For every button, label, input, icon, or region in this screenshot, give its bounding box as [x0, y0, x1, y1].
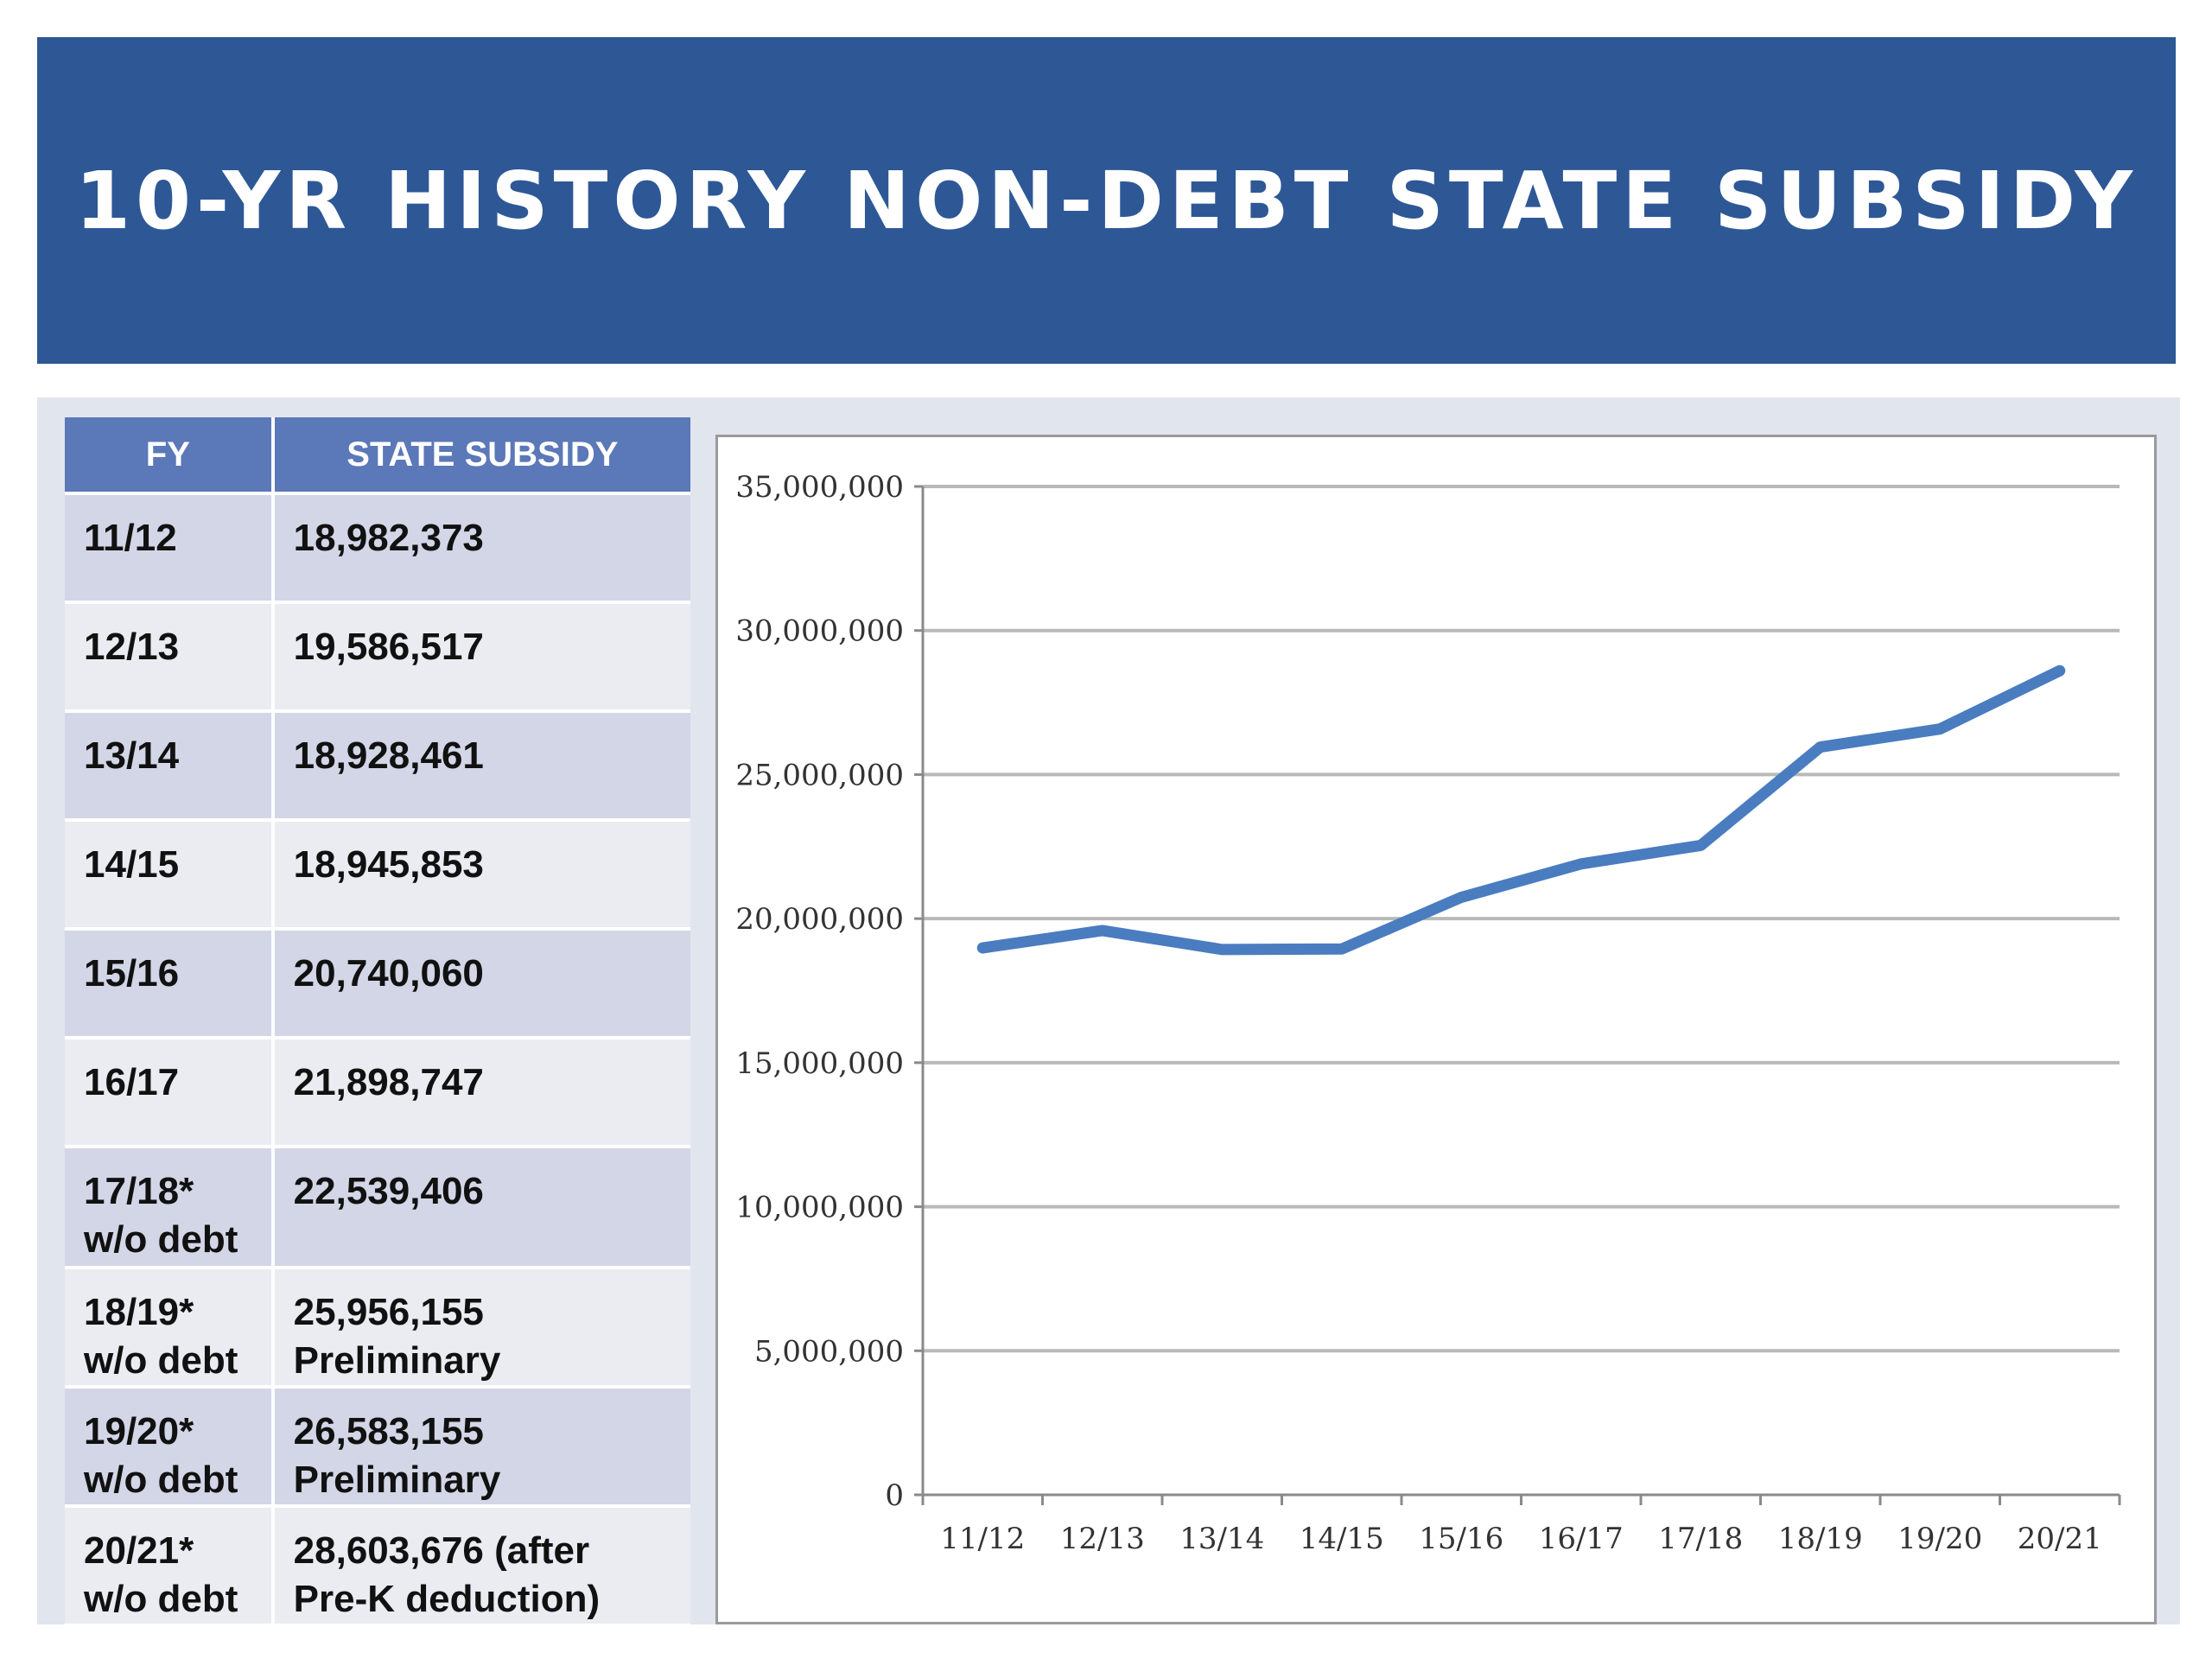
fy-text: 18/19*	[84, 1291, 194, 1333]
series-line	[976, 664, 2066, 956]
table-row: 20/21* w/o debt 28,603,676 (after Pre-K ded…	[65, 1508, 690, 1627]
subsidy-text: 26,583,155	[293, 1410, 484, 1452]
subsidy-cell: 19,586,517	[274, 604, 690, 713]
x-tick-label: 18/19	[1778, 1522, 1863, 1556]
subsidy-text: 19,586,517	[293, 626, 484, 668]
x-tick-label: 14/15	[1300, 1522, 1384, 1556]
subsidy-text: Preliminary	[293, 1339, 501, 1382]
subsidy-cell: 28,603,676 (after Pre-K deduction)	[274, 1508, 690, 1627]
fy-cell: 13/14	[65, 713, 275, 822]
fy-text: w/o debt	[84, 1459, 238, 1501]
subsidy-cell: 22,539,406	[274, 1148, 690, 1269]
title-banner: 10-YR HISTORY NON-DEBT STATE SUBSIDY	[37, 37, 2176, 364]
x-tick-label: 16/17	[1539, 1522, 1624, 1556]
subsidy-cell: 26,583,155 Preliminary	[274, 1389, 690, 1508]
subsidy-text: 20,740,060	[293, 952, 484, 995]
x-tick-label: 15/16	[1419, 1522, 1503, 1556]
table-header-row: FY STATE SUBSIDY	[65, 417, 690, 495]
subsidy-cell: 18,982,373	[274, 495, 690, 604]
data-point	[1460, 896, 1463, 899]
fy-text: 11/12	[84, 517, 177, 559]
subsidy-text: 18,982,373	[293, 517, 484, 559]
x-tick-label: 19/20	[1897, 1522, 1982, 1556]
subsidy-cell: 21,898,747	[274, 1039, 690, 1148]
column-header-state-subsidy: STATE SUBSIDY	[274, 417, 690, 495]
subsidy-text: 28,603,676 (after	[293, 1529, 590, 1572]
fy-text: 17/18*	[84, 1170, 194, 1212]
table-row: 11/12 18,982,373	[65, 495, 690, 604]
column-header-fy: FY	[65, 417, 275, 495]
fy-text: 15/16	[84, 952, 180, 995]
x-tick-label: 13/14	[1179, 1522, 1264, 1556]
data-point	[2058, 670, 2061, 672]
table-row: 16/17 21,898,747	[65, 1039, 690, 1148]
data-point	[1700, 844, 1702, 847]
subsidy-text: 18,945,853	[293, 843, 484, 886]
fy-cell: 15/16	[65, 931, 275, 1039]
fy-text: w/o debt	[84, 1578, 238, 1620]
subsidy-text: 21,898,747	[293, 1061, 484, 1103]
subsidy-text: 22,539,406	[293, 1170, 484, 1212]
fy-cell: 12/13	[65, 604, 275, 713]
fy-cell: 17/18* w/o debt	[65, 1148, 275, 1269]
x-tick-label: 17/18	[1658, 1522, 1743, 1556]
table-row: 14/15 18,945,853	[65, 822, 690, 931]
subsidy-text: 18,928,461	[293, 734, 484, 777]
chart-frame	[715, 435, 2157, 1624]
fy-text: w/o debt	[84, 1339, 238, 1382]
subsidy-cell: 18,928,461	[274, 713, 690, 822]
subsidy-text: Pre-K deduction)	[293, 1578, 601, 1620]
subsidy-cell: 25,956,155 Preliminary	[274, 1269, 690, 1389]
table-row: 18/19* w/o debt 25,956,155 Preliminary	[65, 1269, 690, 1389]
subsidy-table: FY STATE SUBSIDY 11/12 18,982,373 12/13 19,…	[65, 417, 690, 1627]
table-row: 19/20* w/o debt 26,583,155 Preliminary	[65, 1389, 690, 1508]
fy-text: 12/13	[84, 626, 180, 668]
data-point	[1580, 862, 1582, 865]
x-tick-label: 20/21	[2018, 1522, 2102, 1556]
fy-cell: 16/17	[65, 1039, 275, 1148]
data-point	[982, 947, 984, 950]
fy-cell: 18/19* w/o debt	[65, 1269, 275, 1389]
x-tick-label: 11/12	[940, 1522, 1025, 1556]
subsidy-line-chart: 0 5,000,000 10,000,000 15,000,000 20,000,000…	[735, 470, 2121, 1556]
y-tick-label: 5,000,000	[754, 1334, 904, 1369]
fy-text: 19/20*	[84, 1410, 194, 1452]
fy-cell: 19/20* w/o debt	[65, 1389, 275, 1508]
table-row: 13/14 18,928,461	[65, 713, 690, 822]
page-title: 10-YR HISTORY NON-DEBT STATE SUBSIDY	[74, 154, 2139, 247]
y-tick-label: 35,000,000	[735, 470, 904, 505]
y-tick-label: 15,000,000	[735, 1046, 904, 1081]
table-body: 11/12 18,982,373 12/13 19,586,517 13/14 18,92…	[65, 495, 690, 1627]
fy-cell: 20/21* w/o debt	[65, 1508, 275, 1627]
subsidy-text: Preliminary	[293, 1459, 501, 1501]
table-row: 15/16 20,740,060	[65, 931, 690, 1039]
table-row: 12/13 19,586,517	[65, 604, 690, 713]
y-tick-label: 30,000,000	[735, 614, 904, 649]
fy-cell: 11/12	[65, 495, 275, 604]
fy-text: w/o debt	[84, 1218, 238, 1261]
fy-text: 14/15	[84, 843, 180, 886]
y-tick-label: 20,000,000	[735, 902, 904, 937]
subsidy-cell: 18,945,853	[274, 822, 690, 931]
subsidy-text: 25,956,155	[293, 1291, 484, 1333]
y-tick-label: 0	[885, 1478, 904, 1513]
y-tick-label: 25,000,000	[735, 758, 904, 792]
fy-text: 16/17	[84, 1061, 180, 1103]
subsidy-cell: 20,740,060	[274, 931, 690, 1039]
data-point	[1101, 929, 1103, 931]
fy-text: 13/14	[84, 734, 180, 777]
data-point	[1939, 728, 1942, 730]
fy-text: 20/21*	[84, 1529, 194, 1572]
fy-cell: 14/15	[65, 822, 275, 931]
y-tick-label: 10,000,000	[735, 1191, 904, 1225]
data-point	[1221, 948, 1224, 950]
data-point	[1819, 746, 1821, 748]
table-row: 17/18* w/o debt 22,539,406	[65, 1148, 690, 1269]
data-point	[1340, 948, 1343, 950]
x-tick-label: 12/13	[1060, 1522, 1145, 1556]
